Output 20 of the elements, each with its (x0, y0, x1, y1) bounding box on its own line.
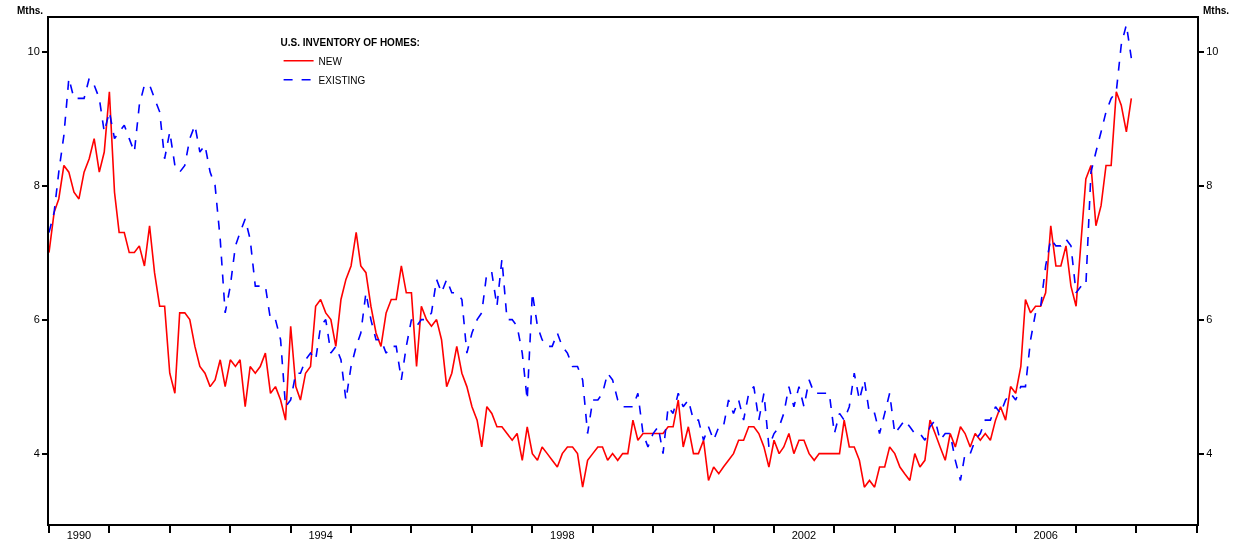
y-tick-label: 10 (27, 45, 40, 58)
legend-label: NEW (318, 55, 343, 67)
y-tick-label: 8 (33, 179, 40, 192)
line-series (49, 23, 1133, 482)
y2-tick-label: 10 (1206, 45, 1219, 58)
legend-title: U.S. INVENTORY OF HOMES: (280, 37, 420, 49)
y2-tick-label: 8 (1206, 179, 1213, 192)
y2-tick-label: 4 (1206, 447, 1213, 460)
line-series (49, 90, 1133, 488)
y-tick-label: 6 (33, 313, 40, 326)
x-tick-label: 2006 (1033, 529, 1058, 542)
legend-label: EXISTING (318, 74, 366, 86)
x-tick-label: 1994 (308, 529, 333, 542)
y2-tick-label: 6 (1206, 313, 1213, 326)
x-tick-label: 1990 (66, 529, 92, 542)
x-tick-label: 1998 (550, 529, 575, 542)
y-axis-title: Mths. (17, 5, 44, 16)
y2-axis-title: Mths. (1203, 5, 1230, 16)
y-tick-label: 4 (33, 447, 40, 460)
x-tick-label: 2002 (791, 529, 817, 542)
